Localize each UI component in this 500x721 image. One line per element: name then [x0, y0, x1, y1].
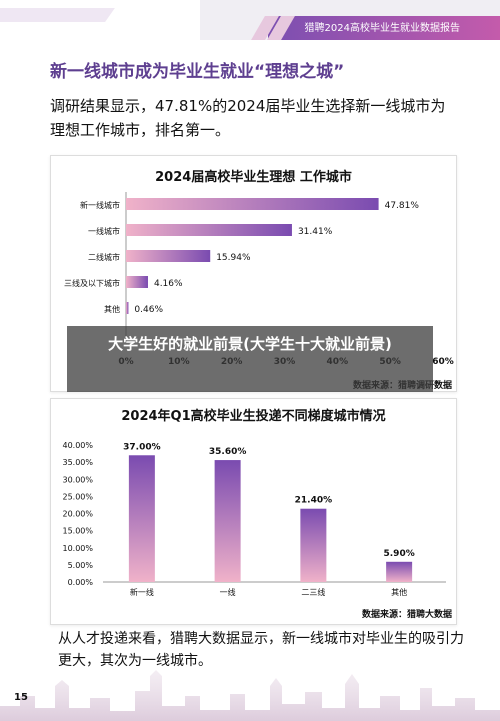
header-tab — [268, 16, 500, 40]
chart1-bar — [126, 198, 379, 210]
chart2-y-tick-label: 0.00% — [68, 578, 94, 587]
chart1-value-label: 31.41% — [298, 227, 333, 237]
chart2-value-label: 35.60% — [209, 447, 247, 457]
chart1-category-label: 三线及以下城市 — [64, 278, 120, 288]
chart1-category-label: 二线城市 — [88, 252, 120, 262]
overlay-banner: 大学生好的就业前景(大学生十大就业前景) — [67, 326, 433, 392]
chart2-category-label: 其他 — [391, 587, 407, 597]
chart1-category-label: 一线城市 — [88, 226, 120, 236]
city-skyline-decoration — [0, 670, 500, 721]
chart1-bar — [126, 276, 148, 288]
chart2-title: 2024年Q1高校毕业生投递不同梯度城市情况 — [121, 409, 386, 424]
chart2-y-tick-label: 30.00% — [62, 475, 93, 484]
chart2-source: 数据来源：猎聘大数据 — [361, 610, 452, 620]
chart1-value-label: 0.46% — [134, 305, 163, 315]
chart2-y-tick-label: 5.00% — [68, 561, 94, 570]
applications-chart-card: 2024年Q1高校毕业生投递不同梯度城市情况 0.00% 5.00% 10.00% 1… — [50, 398, 457, 625]
header-title: 猎聘2024高校毕业生就业数据报告 — [304, 23, 460, 34]
chart2-value-label: 5.90% — [384, 549, 415, 559]
chart1-bar — [126, 250, 211, 262]
applications-bar-chart: 0.00% 5.00% 10.00% 15.00% 20.00% 25.00% 30.00%… — [62, 441, 446, 597]
intro-paragraph: 调研结果显示，47.81%的2024届毕业生选择新一线城市为理想工作城市，排名第… — [50, 97, 446, 139]
chart2-bar — [300, 508, 327, 582]
chart2-value-label: 37.00% — [123, 442, 161, 452]
chart1-category-label: 其他 — [104, 304, 120, 314]
chart1-bar — [126, 302, 129, 314]
chart2-y-tick-label: 10.00% — [62, 544, 93, 553]
chart2-bar — [128, 455, 155, 582]
chart1-value-label: 4.16% — [154, 279, 183, 289]
chart2-y-tick-label: 35.00% — [62, 458, 93, 467]
chart2-category-label: 一线 — [220, 587, 236, 597]
chart2-bar — [386, 561, 413, 582]
section-title: 新一线城市成为毕业生就业“理想之城” — [50, 62, 345, 82]
chart1-value-label: 15.94% — [216, 253, 251, 263]
chart2-y-tick-label: 40.00% — [62, 441, 93, 450]
chart1-category-label: 新一线城市 — [80, 200, 120, 210]
chart2-category-label: 新一线 — [130, 587, 154, 597]
outro-paragraph: 从人才投递来看，猎聘大数据显示，新一线城市对毕业生的吸引力更大，其次为一线城市。 — [58, 631, 464, 669]
overlay-banner-text: 大学生好的就业前景(大学生十大就业前景) — [108, 335, 392, 353]
chart2-bar — [214, 460, 241, 582]
header-decoration-left — [0, 8, 115, 22]
chart2-y-tick-label: 20.00% — [62, 510, 93, 519]
chart1-title: 2024届高校毕业生理想 工作城市 — [155, 170, 352, 185]
page-number: 15 — [14, 692, 28, 703]
chart2-y-tick-label: 15.00% — [62, 527, 93, 536]
chart1-value-label: 47.81% — [385, 201, 420, 211]
chart2-value-label: 21.40% — [295, 496, 333, 506]
chart1-x-tick-label: 60% — [432, 357, 454, 367]
chart1-bar — [126, 224, 292, 236]
chart2-y-tick-label: 25.00% — [62, 492, 93, 501]
chart2-category-label: 二三线 — [301, 587, 325, 597]
